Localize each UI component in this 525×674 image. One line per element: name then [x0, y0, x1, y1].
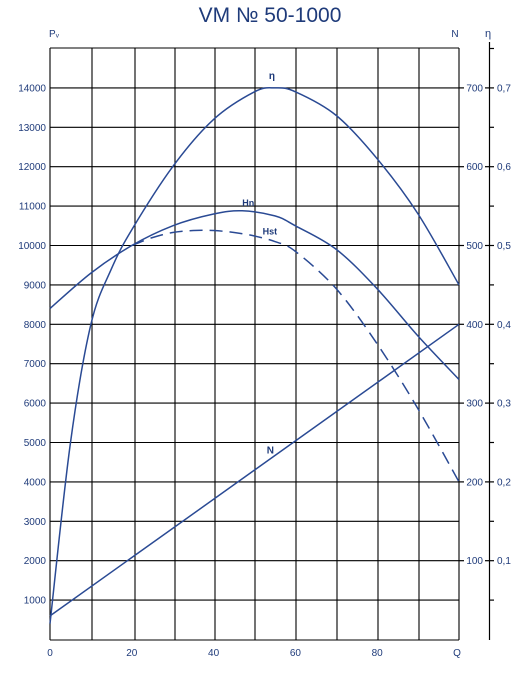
axes — [459, 42, 494, 640]
y-tick-label-13: 14000 — [18, 83, 46, 94]
n-tick-label-1: 200 — [466, 477, 483, 488]
y-tick-label-10: 11000 — [19, 202, 47, 213]
x-tick-label-1: 20 — [126, 648, 138, 659]
n-line-label: N — [267, 445, 274, 456]
eta-tick-label-6: 0,7 — [497, 83, 511, 94]
hn-curve-label: Hn — [242, 198, 254, 208]
eta-tick-label-3: 0,4 — [497, 320, 511, 331]
y-tick-label-4: 5000 — [24, 438, 47, 449]
eta-tick-label-1: 0,2 — [497, 477, 511, 488]
eta-tick-label-4: 0,5 — [497, 241, 511, 252]
power-line — [49, 323, 460, 617]
eta-tick-label-2: 0,3 — [497, 399, 511, 410]
n-tick-label-0: 100 — [466, 556, 483, 567]
n-tick-label-4: 500 — [466, 241, 483, 252]
y-tick-label-8: 9000 — [24, 280, 47, 291]
eta-tick-label-5: 0,6 — [497, 162, 511, 173]
eta-curve-label: η — [269, 71, 275, 82]
eta-tick-label-0: 0,1 — [497, 556, 511, 567]
x-tick-label-0: 0 — [47, 648, 53, 659]
hn-curve — [49, 209, 460, 381]
n-tick-label-3: 400 — [466, 320, 483, 331]
y-tick-label-1: 2000 — [24, 556, 47, 567]
y-tick-label-9: 10000 — [18, 241, 46, 252]
y-tick-label-11: 12000 — [18, 162, 46, 173]
y-tick-label-6: 7000 — [24, 359, 47, 370]
y-tick-label-2: 3000 — [24, 517, 47, 528]
n-tick-label-6: 700 — [466, 83, 483, 94]
x-tick-label-5: Q — [453, 648, 461, 659]
y-tick-label-7: 8000 — [24, 320, 47, 331]
labels: 1000200030004000500060007000800090001000… — [18, 71, 511, 659]
y-axis-label: Pᵥ — [49, 29, 60, 40]
n-tick-label-2: 300 — [466, 399, 483, 410]
x-tick-label-2: 40 — [208, 648, 220, 659]
hst-curve-label: Hst — [263, 226, 278, 236]
efficiency-curve — [49, 87, 460, 624]
chart-title: VM № 50-1000 — [199, 4, 342, 27]
y-tick-label-3: 4000 — [24, 477, 47, 488]
y-tick-label-5: 6000 — [24, 399, 47, 410]
n-tick-label-5: 600 — [466, 162, 483, 173]
n-axis-label: N — [451, 29, 458, 40]
eta-axis-label: η — [485, 28, 491, 40]
y-tick-label-12: 13000 — [18, 123, 46, 134]
curves — [49, 87, 460, 624]
hst-curve — [131, 229, 460, 483]
x-tick-label-4: 80 — [372, 648, 384, 659]
y-tick-label-0: 1000 — [24, 596, 47, 607]
x-tick-label-3: 60 — [290, 648, 302, 659]
grid — [49, 47, 460, 641]
